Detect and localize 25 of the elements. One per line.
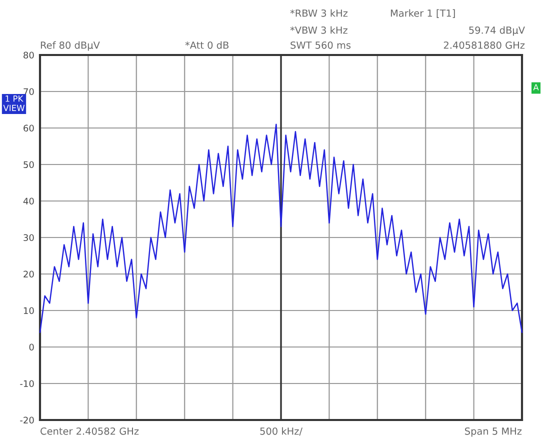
y-tick-label: -20 — [20, 416, 34, 424]
text: 2.40581880 GHz — [444, 41, 525, 49]
text: *RBW 3 kHz — [290, 9, 348, 17]
text: Marker 1 [T1] — [390, 9, 455, 18]
y-tick-label: 70 — [24, 88, 34, 96]
text: *Att 0 dB — [185, 41, 228, 49]
y-tick-label: 10 — [24, 307, 34, 314]
y-tick-label: 60 — [24, 124, 34, 132]
line-series — [39, 124, 523, 334]
y-tick-label: 0 — [29, 344, 34, 351]
y-tick-label: -10 — [20, 380, 34, 388]
text: Ref 80 dBµV — [40, 41, 100, 51]
text: SWT 560 ms — [290, 41, 351, 49]
text: Span 5 MHz — [465, 427, 522, 437]
text: 500 kHz/ — [260, 427, 302, 436]
text: *VBW 3 kHz — [290, 26, 348, 34]
y-tick-label: 50 — [24, 161, 34, 168]
text: A — [533, 84, 539, 90]
y-tick-label: 30 — [24, 234, 34, 242]
text: 1 PK VIEW — [3, 96, 25, 111]
text: 59.74 dBµV — [469, 26, 525, 36]
y-tick-label: 20 — [24, 270, 34, 278]
y-tick-label: 80 — [24, 52, 34, 59]
text: Center 2.40582 GHz — [40, 427, 139, 435]
y-tick-label: 40 — [23, 198, 34, 205]
